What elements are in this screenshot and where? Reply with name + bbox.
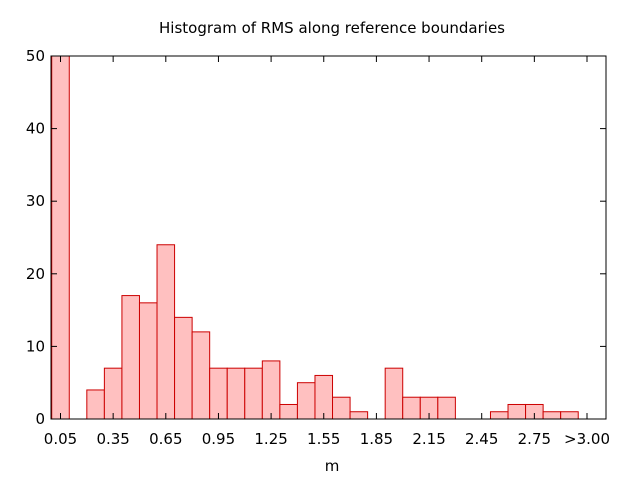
histogram-bar — [542, 411, 562, 420]
histogram-bar — [226, 367, 246, 420]
y-axis: 0 10 20 30 40 50 — [26, 47, 606, 428]
histogram-bar — [489, 411, 509, 420]
histogram-bar — [296, 382, 316, 420]
histogram-bar — [261, 360, 281, 420]
y-tick-label: 40 — [26, 120, 45, 138]
histogram-bar — [560, 411, 579, 420]
x-tick-label: 2.45 — [465, 430, 498, 448]
histogram-bar — [244, 367, 263, 420]
y-tick-label: 50 — [26, 47, 45, 65]
histogram-bar — [174, 316, 193, 420]
plot-frame — [50, 55, 607, 420]
histogram-bar — [156, 244, 176, 420]
chart-title: Histogram of RMS along reference boundar… — [159, 19, 505, 37]
y-tick-label: 20 — [26, 265, 45, 283]
x-axis-label: m — [325, 457, 340, 475]
x-tick-label: 1.85 — [360, 430, 393, 448]
histogram-bar — [402, 396, 421, 420]
histogram-bar — [437, 396, 456, 420]
histogram-bar — [349, 411, 369, 420]
x-tick-label: 0.05 — [44, 430, 77, 448]
x-tick-label: 1.55 — [307, 430, 340, 448]
x-tick-label: 1.25 — [254, 430, 287, 448]
x-tick-label: >3.00 — [564, 430, 610, 448]
x-tick-label: 0.35 — [96, 430, 129, 448]
x-tick-label: 2.75 — [518, 430, 551, 448]
y-tick-label: 0 — [35, 410, 45, 428]
y-tick-label: 30 — [26, 192, 45, 210]
histogram-bar — [507, 403, 527, 420]
histogram-bar — [191, 331, 211, 420]
histogram-bar — [86, 389, 105, 420]
histogram-bar — [314, 374, 334, 420]
x-axis: 0.05 0.35 0.65 0.95 1.25 1.55 1.85 2.15 2.45 2.75… — [44, 56, 610, 448]
histogram-bar — [332, 396, 351, 420]
y-tick-label: 10 — [26, 337, 45, 355]
bars-group — [51, 55, 579, 420]
x-tick-label: 2.15 — [412, 430, 445, 448]
histogram-bar — [103, 367, 123, 420]
histogram-bar — [279, 403, 298, 420]
x-tick-label: 0.95 — [202, 430, 235, 448]
histogram-bar — [51, 55, 70, 420]
histogram-bar — [209, 367, 228, 420]
histogram-bar — [138, 302, 158, 420]
x-tick-label: 0.65 — [149, 430, 182, 448]
histogram-bar — [121, 295, 140, 420]
histogram-bar — [384, 367, 404, 420]
